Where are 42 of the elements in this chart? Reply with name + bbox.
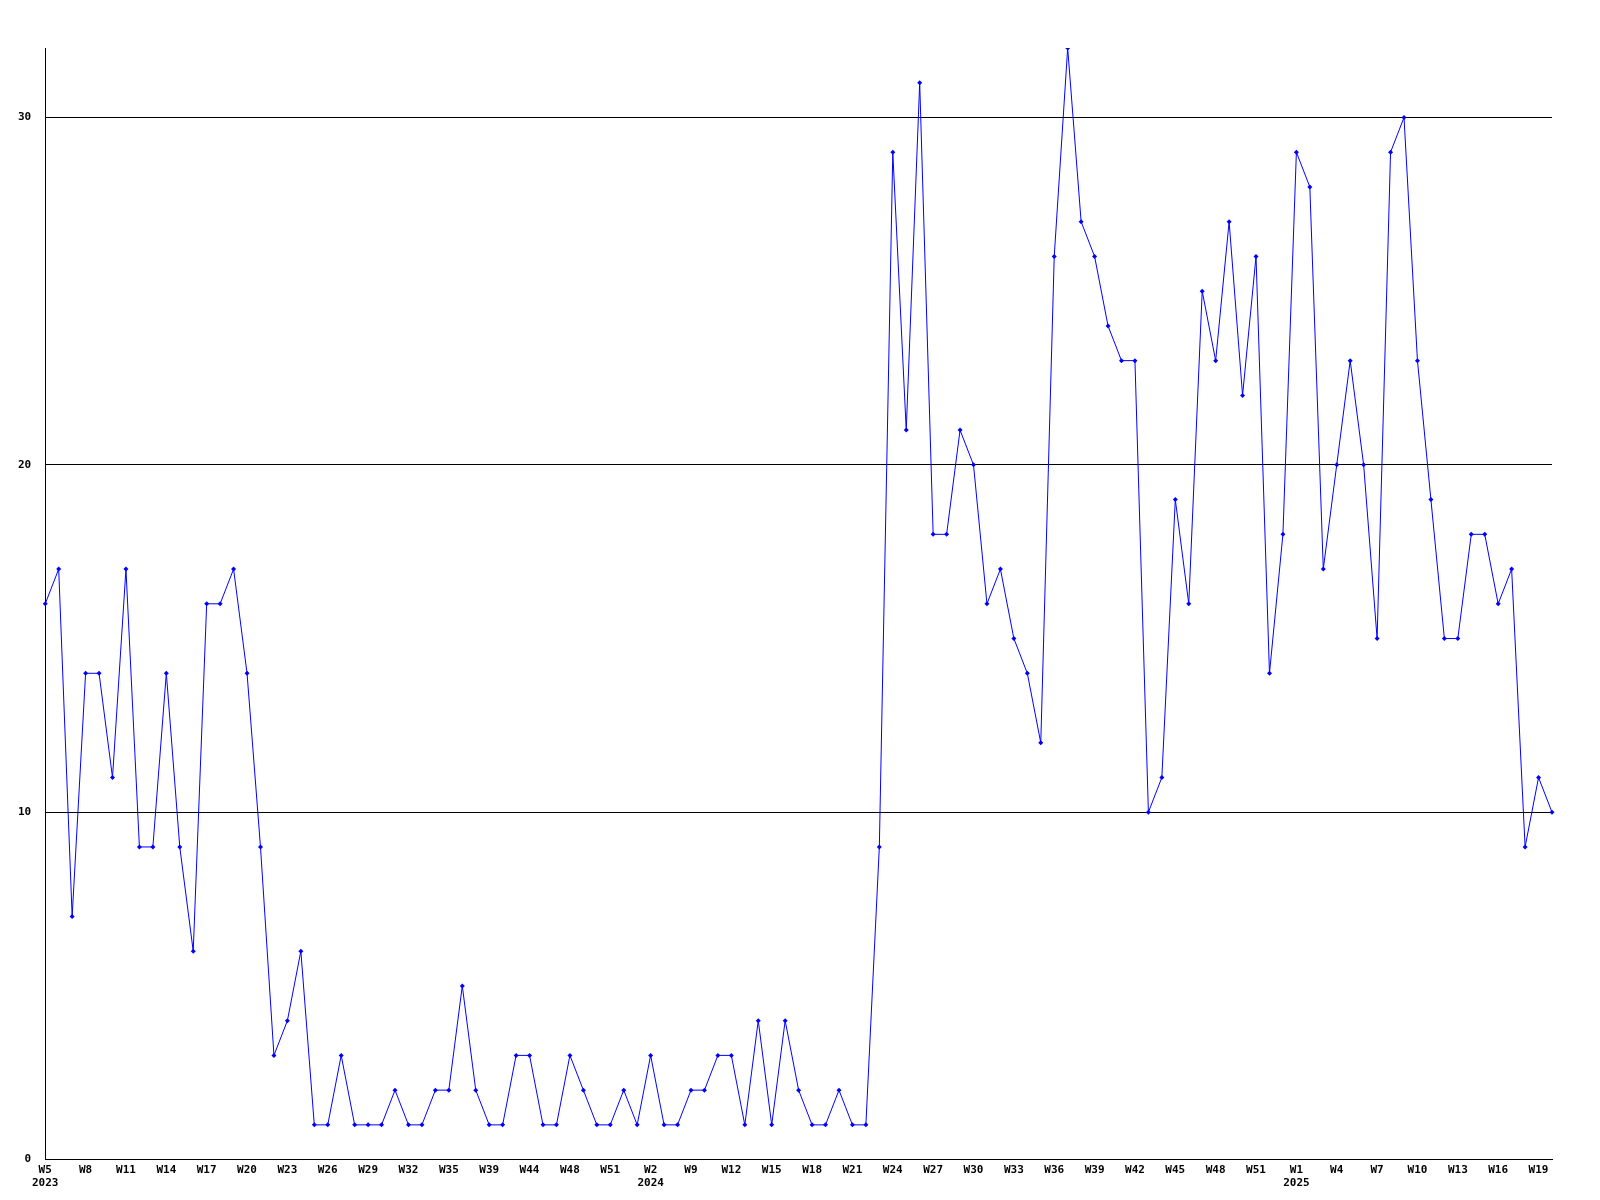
- x-tick-label: W1 2025: [1283, 1163, 1310, 1190]
- x-tick-label: W30: [963, 1163, 984, 1177]
- x-tick-label: W27: [923, 1163, 944, 1177]
- x-tick-label: W14: [156, 1163, 177, 1177]
- x-tick-label: W4: [1330, 1163, 1344, 1177]
- x-tick-label: W48: [559, 1163, 580, 1177]
- x-tick-label: W17: [196, 1163, 217, 1177]
- x-tick-label: W24: [882, 1163, 904, 1177]
- x-tick-label: W2 2024: [637, 1163, 665, 1190]
- x-tick-label: W39: [1084, 1163, 1105, 1177]
- x-tick-label: W9: [684, 1163, 698, 1177]
- x-tick-label: W21: [842, 1163, 863, 1177]
- x-tick-label: W8: [78, 1163, 93, 1177]
- x-tick-label: W26: [317, 1163, 339, 1177]
- x-tick-label: W33: [1003, 1163, 1024, 1177]
- y-tick-label: 30: [18, 110, 32, 124]
- x-tick-label: W16: [1488, 1163, 1509, 1177]
- x-tick-label: W51: [1246, 1163, 1267, 1177]
- x-tick-label: W29: [358, 1163, 379, 1177]
- x-tick-label: W18: [802, 1163, 823, 1177]
- y-tick-label: 0: [24, 1152, 32, 1166]
- x-tick-label: W5 2023: [32, 1163, 59, 1190]
- x-tick-label: W42: [1125, 1163, 1145, 1177]
- x-tick-label: W45: [1165, 1163, 1186, 1177]
- x-tick-label: W20: [237, 1163, 257, 1177]
- x-tick-label: W13: [1447, 1163, 1468, 1177]
- x-tick-label: W19: [1528, 1163, 1549, 1177]
- x-tick-label: W44: [519, 1163, 540, 1177]
- y-tick-label: 20: [18, 457, 32, 471]
- x-tick-label: W39: [479, 1163, 500, 1177]
- x-tick-label: W36: [1044, 1163, 1065, 1177]
- x-tick-label: W32: [398, 1163, 419, 1177]
- x-tick-label: W7: [1370, 1163, 1384, 1177]
- x-tick-label: W35: [438, 1163, 459, 1177]
- x-tick-label: W48: [1205, 1163, 1226, 1177]
- x-tick-label: W12: [721, 1163, 742, 1177]
- x-tick-label: W10: [1407, 1163, 1428, 1177]
- y-tick-label: 10: [18, 805, 32, 819]
- x-tick-label: W51: [600, 1163, 621, 1177]
- x-tick-label: W23: [277, 1163, 298, 1177]
- x-tick-label: W15: [761, 1163, 782, 1177]
- x-tick-label: W11: [116, 1163, 137, 1177]
